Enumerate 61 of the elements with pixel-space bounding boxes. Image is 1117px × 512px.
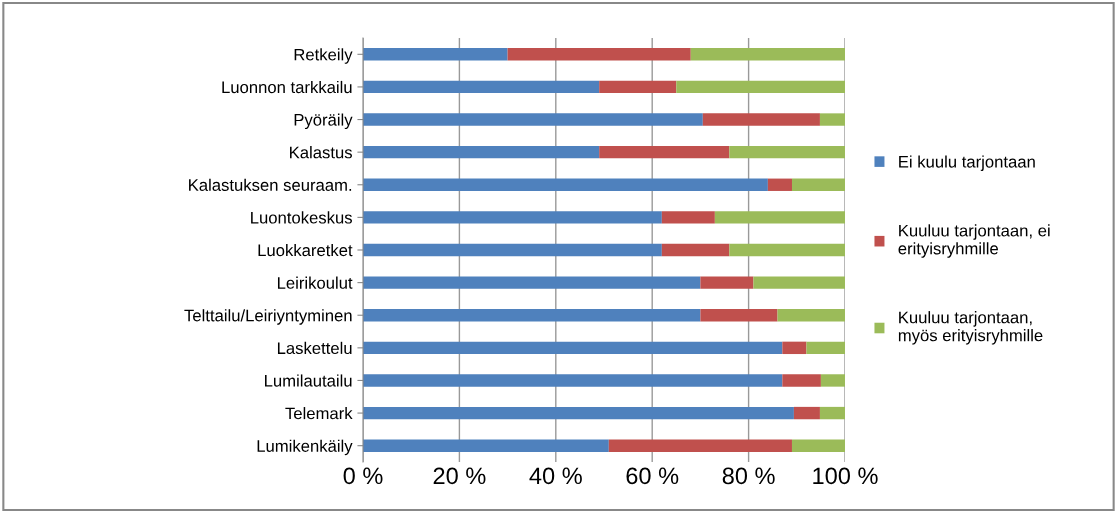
x-tick-label: 40 %: [529, 467, 582, 485]
bar: [729, 145, 845, 159]
bar: [820, 374, 845, 387]
bar: [767, 178, 792, 191]
bar: [753, 276, 845, 289]
bar: [782, 341, 807, 355]
bar: [690, 48, 845, 61]
x-tick-label: 80 %: [722, 467, 775, 485]
bar: [363, 406, 794, 420]
bar: [363, 276, 701, 289]
y-tick-label: Luonnon tarkkailu: [222, 80, 352, 94]
bar: [700, 309, 778, 322]
bar: [363, 243, 662, 257]
bar: [363, 374, 783, 387]
bar: [608, 439, 792, 452]
bar: [819, 113, 845, 126]
bar: [363, 211, 662, 224]
bar: [819, 406, 845, 420]
bar: [777, 309, 845, 322]
x-tick-label: 100 %: [813, 467, 878, 485]
bar: [599, 80, 677, 94]
y-tick-label: Telemark: [285, 407, 353, 420]
bar: [363, 48, 508, 61]
bar: [661, 211, 715, 224]
bar: [714, 211, 845, 224]
bar: [507, 48, 691, 61]
bar: [363, 80, 600, 94]
bar: [363, 113, 703, 126]
y-tick-label: Leirikoulut: [277, 276, 353, 289]
bar: [363, 439, 609, 452]
bar: [363, 145, 600, 159]
x-tick-label: 0 %: [343, 467, 383, 485]
bar: [363, 341, 783, 355]
y-tick-label: Kalastuksen seuraam.: [189, 178, 352, 191]
bar: [782, 374, 821, 387]
bar: [676, 80, 845, 94]
y-tick-label: Kalastus: [290, 146, 352, 159]
bar: [793, 406, 820, 420]
bar: [700, 276, 754, 289]
x-tick-label: 60 %: [626, 467, 679, 485]
bar: [791, 178, 845, 191]
bar: [363, 309, 701, 322]
legend-label: Ei kuulu tarjontaan: [899, 155, 1035, 171]
bar: [791, 439, 845, 452]
bar: [661, 243, 730, 257]
y-tick-label: Laskettelu: [277, 341, 352, 355]
y-tick-label: Lumilautailu: [265, 374, 352, 387]
bar: [363, 178, 768, 191]
y-tick-label: Luokkaretket: [258, 243, 353, 257]
bar: [729, 243, 845, 257]
y-tick-label: Pyöräily: [294, 113, 353, 130]
y-tick-label: Retkeily: [294, 48, 353, 64]
x-tick-label: 20 %: [433, 467, 486, 485]
bar: [702, 113, 820, 126]
legend-label: Kuuluu tarjontaan, myös erityisryhmille: [898, 311, 1043, 345]
legend-label: Kuuluu tarjontaan, ei erityisryhmille: [898, 224, 1050, 258]
y-tick-label: Lumikenkäily: [257, 439, 353, 456]
y-tick-label: Telttailu/Leiriyntyminen: [184, 309, 352, 325]
bar: [806, 341, 845, 355]
bar: [599, 145, 730, 159]
y-tick-label: Luontokeskus: [251, 211, 352, 224]
